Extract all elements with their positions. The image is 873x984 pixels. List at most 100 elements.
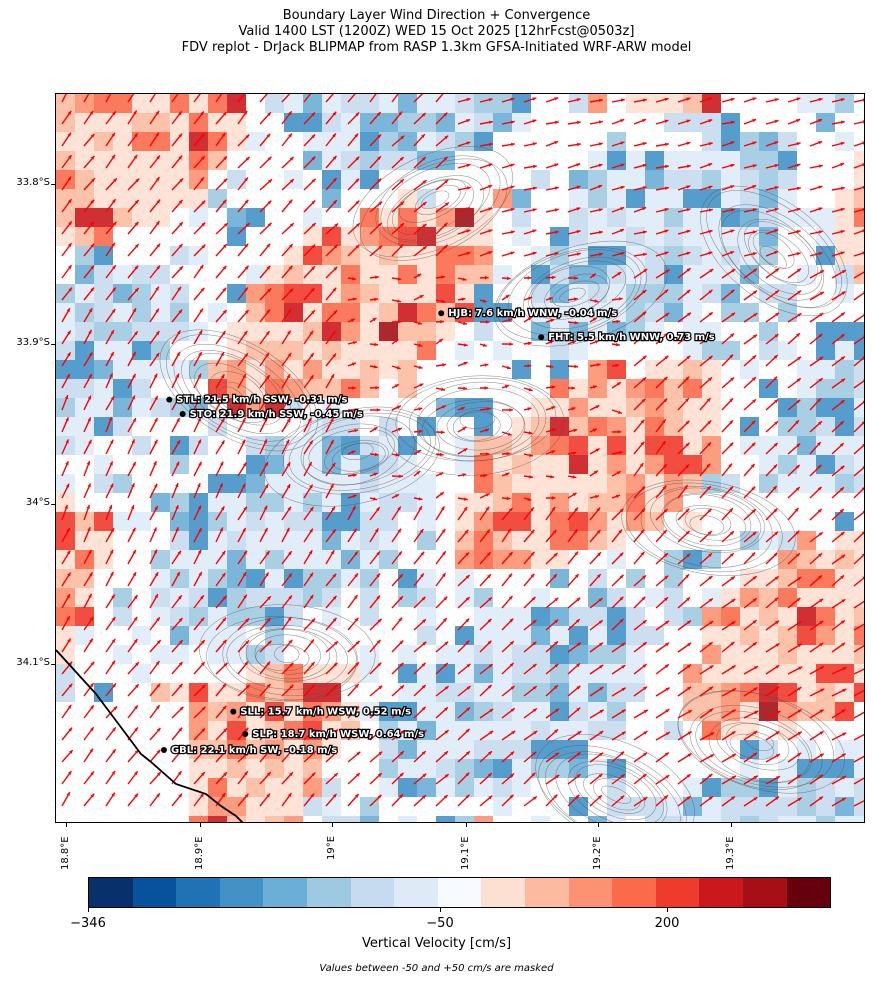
wind-arrow (237, 286, 249, 301)
velocity-cell (113, 94, 132, 113)
terrain-contour (216, 381, 260, 416)
velocity-cell (778, 816, 797, 822)
velocity-cell (94, 151, 113, 170)
wind-arrow (61, 154, 73, 169)
velocity-cell (531, 284, 550, 303)
velocity-cell (607, 170, 626, 189)
velocity-cell (740, 702, 759, 721)
wind-arrow (567, 163, 581, 169)
velocity-cell (569, 417, 588, 436)
wind-arrow (127, 243, 140, 257)
wind-arrow (523, 97, 537, 103)
wind-arrow (831, 531, 845, 543)
velocity-cell (189, 797, 208, 816)
wind-arrow (83, 94, 90, 103)
velocity-cell (284, 379, 303, 398)
wind-arrow (83, 793, 95, 807)
terrain-contour (695, 710, 813, 784)
wind-arrow (633, 574, 647, 587)
velocity-cell (493, 626, 512, 645)
wind-arrow (457, 529, 469, 543)
wind-arrow (369, 551, 381, 565)
velocity-cell (436, 759, 455, 778)
wind-arrow (721, 730, 736, 741)
velocity-cell (569, 512, 588, 531)
velocity-cell (683, 512, 702, 531)
wind-arrow (369, 133, 382, 147)
velocity-cell (398, 569, 417, 588)
velocity-cell (455, 94, 474, 113)
velocity-cell (797, 455, 816, 474)
wind-arrow (479, 250, 493, 257)
station-slp[interactable]: SLP: 18.7 km/h WSW, 0.64 m/s (242, 728, 425, 741)
wind-arrow (809, 753, 825, 763)
wind-arrow (743, 575, 758, 587)
velocity-cell (835, 607, 854, 626)
lon-label-19-1: 19.1°E (460, 836, 471, 870)
velocity-cell (835, 759, 854, 778)
wind-arrow (193, 505, 202, 521)
wind-arrow (237, 156, 251, 169)
wind-arrow (391, 453, 400, 457)
velocity-cell (360, 132, 379, 151)
velocity-cell (322, 170, 341, 189)
velocity-cell (835, 284, 854, 303)
velocity-cell (626, 607, 645, 626)
station-stl[interactable]: STL: 21.5 km/h SSW, -0.31 m/s (166, 393, 349, 407)
wind-arrow (303, 111, 316, 125)
velocity-cell (132, 189, 151, 208)
velocity-cell (341, 816, 360, 822)
wind-arrow (633, 398, 646, 411)
velocity-cell (759, 208, 778, 227)
terrain-contour (380, 163, 491, 241)
velocity-cell (246, 759, 265, 778)
terrain-contour (226, 625, 348, 690)
velocity-cell (683, 455, 702, 474)
velocity-cell (360, 550, 379, 569)
velocity-cell (759, 322, 778, 341)
wind-arrow (347, 112, 360, 125)
wind-arrow (457, 97, 471, 103)
station-hjb[interactable]: HJB: 7.6 km/h WNW, -0.04 m/s (438, 307, 618, 320)
terrain-contour (530, 265, 610, 318)
wind-arrow (523, 316, 533, 323)
wind-arrow (215, 749, 228, 763)
wind-arrow (369, 365, 378, 369)
velocity-cell (588, 322, 607, 341)
wind-arrow (809, 508, 823, 521)
wind-arrow (633, 252, 647, 257)
wind-arrow (787, 752, 802, 763)
station-sto[interactable]: STO: 21.9 km/h SSW, -0.45 m/s (179, 408, 364, 421)
wind-arrow (633, 730, 648, 741)
wind-arrow (83, 726, 95, 741)
wind-arrow (853, 487, 864, 499)
velocity-cell (56, 512, 75, 531)
station-fht[interactable]: FHT: 5.5 km/h WNW, 0.73 m/s (538, 331, 716, 344)
velocity-cell (208, 474, 227, 493)
wind-arrow (259, 683, 272, 697)
velocity-cell (94, 417, 113, 436)
wind-arrow (149, 265, 161, 279)
wind-arrow (655, 687, 670, 697)
velocity-cell (512, 683, 531, 702)
velocity-cell (75, 322, 94, 341)
velocity-cell (569, 189, 588, 208)
chart-title-line-3: FDV replot - DrJack BLIPMAP from RASP 1.… (181, 40, 692, 55)
velocity-cell (75, 94, 94, 113)
velocity-cell (189, 512, 208, 531)
wind-arrow (325, 793, 338, 807)
wind-arrow (347, 340, 357, 345)
wind-arrow (83, 526, 91, 543)
wind-arrow (831, 311, 846, 323)
station-sll[interactable]: SLL: 15.7 km/h WSW, 0.52 m/s (230, 705, 412, 719)
velocity-cell (227, 94, 246, 113)
station-gbl[interactable]: GBL: 22.1 km/h SW, -0.18 m/s (160, 744, 338, 757)
wind-arrow (567, 492, 577, 499)
wind-arrow (787, 464, 801, 477)
velocity-cell (189, 246, 208, 265)
wind-arrow (281, 352, 292, 367)
wind-arrow (501, 496, 511, 501)
wind-arrow (501, 685, 515, 697)
velocity-cell (360, 512, 379, 531)
wind-arrow (567, 386, 576, 390)
